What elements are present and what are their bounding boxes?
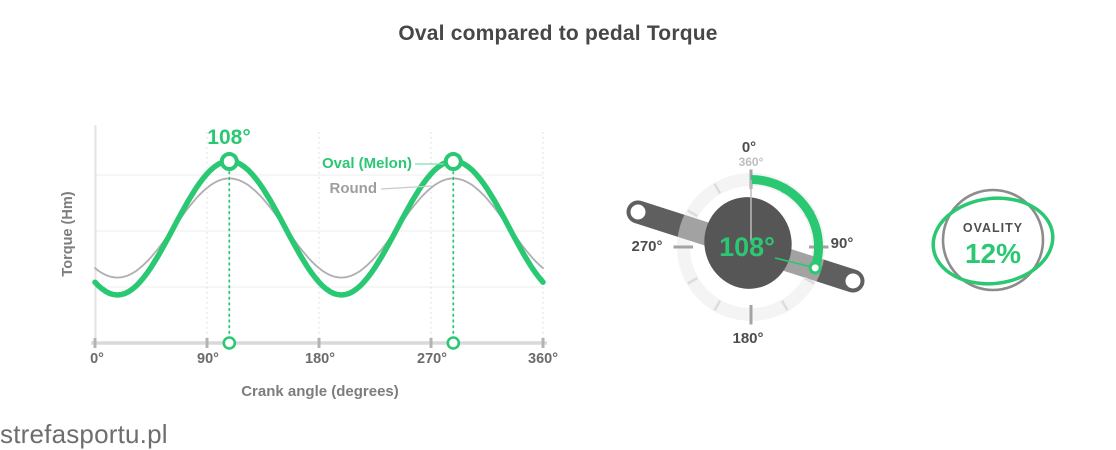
dial-minor-tick-210 <box>713 300 722 311</box>
legend-round-label: Round <box>330 180 377 197</box>
x-tick-labels: 0° 90° 180° 270° 360° <box>90 351 558 367</box>
crank-dial: 108° 0° 360° 90° 180° 270° <box>620 120 900 365</box>
dial-label-0: 0° <box>742 139 756 156</box>
curve-oval <box>92 158 546 298</box>
ovality-label: OVALITY <box>963 221 1023 235</box>
ovality-badge: OVALITY 12% <box>915 175 1085 315</box>
dial-minor-tick-120 <box>804 276 815 285</box>
oval-chainring <box>704 197 792 289</box>
axis-peak-markers <box>222 336 461 350</box>
crank-arm-hole-left <box>630 204 646 220</box>
x-tick-360: 360° <box>528 351 558 367</box>
angle-pointer-line <box>774 257 813 268</box>
torque-chart: 108° Oval (Melon) Round 0° 90° 180° 270°… <box>40 110 600 415</box>
dial-label-270: 270° <box>631 238 662 255</box>
angle-dot <box>808 261 822 275</box>
oval-ring-shape <box>931 196 1055 286</box>
x-tick-0: 0° <box>90 351 104 367</box>
curve-peak-markers <box>219 152 463 171</box>
dial-minor-tick-240 <box>687 276 698 285</box>
page-title: Oval compared to pedal Torque <box>398 22 718 45</box>
peak-angle-label: 108° <box>207 126 250 149</box>
legend-oval-label: Oval (Melon) <box>322 155 412 172</box>
watermark: strefasportu.pl <box>0 419 168 449</box>
x-tick-180: 180° <box>305 351 335 367</box>
x-tick-270: 270° <box>417 351 447 367</box>
dial-center-value: 108° <box>719 232 775 262</box>
y-axis-title: Torque (Hm) <box>60 191 76 276</box>
dial-label-90: 90° <box>831 235 854 252</box>
angle-arc <box>750 175 824 270</box>
x-axis-ticks <box>93 338 545 348</box>
round-ring-shape <box>941 188 1045 292</box>
dial-minor-tick-330 <box>713 183 722 194</box>
peak-drop-lines <box>228 171 455 335</box>
x-axis-title: Crank angle (degrees) <box>241 383 399 400</box>
torque-curves <box>92 158 546 298</box>
dial-minor-tick-150 <box>780 300 789 311</box>
dial-label-360: 360° <box>739 155 764 169</box>
dial-label-180: 180° <box>732 330 763 347</box>
legend-round-connector <box>380 185 433 190</box>
dial-minor-tick-300 <box>687 209 698 218</box>
crank-arm-hole-right <box>845 273 861 289</box>
horizontal-gridlines <box>95 174 543 288</box>
x-tick-90: 90° <box>197 351 219 367</box>
ovality-value: 12% <box>965 238 1021 269</box>
